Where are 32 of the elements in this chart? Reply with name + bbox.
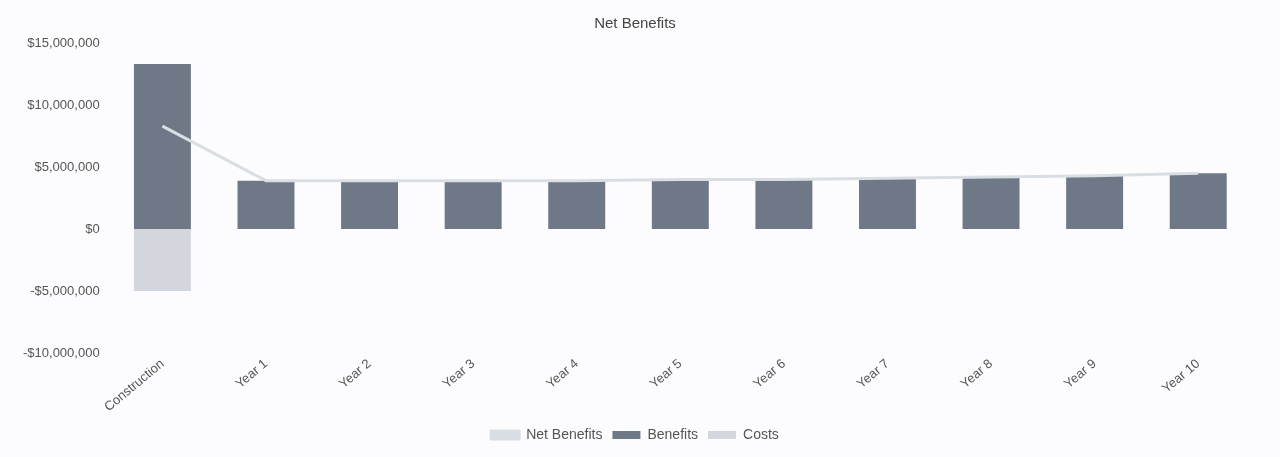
y-tick-label: $0 bbox=[85, 220, 100, 236]
x-tick-label: Year 7 bbox=[853, 355, 892, 391]
y-tick-label: $5,000,000 bbox=[34, 158, 100, 174]
x-tick-label: Year 5 bbox=[646, 355, 685, 391]
bar bbox=[1066, 175, 1124, 230]
x-tick-label: Year 8 bbox=[957, 355, 996, 391]
bar bbox=[133, 64, 191, 230]
y-tick-label: $10,000,000 bbox=[27, 96, 100, 112]
chart-title: Net Benefits bbox=[594, 14, 676, 32]
x-tick-label: Year 4 bbox=[542, 355, 581, 391]
bar bbox=[755, 179, 813, 230]
legend-label: Net Benefits bbox=[526, 425, 603, 442]
bar bbox=[1169, 173, 1227, 230]
bar bbox=[858, 178, 916, 230]
y-tick-label: -$5,000,000 bbox=[30, 282, 100, 298]
bar bbox=[548, 180, 606, 230]
y-tick-label: -$10,000,000 bbox=[23, 344, 100, 360]
bar bbox=[341, 180, 399, 230]
bar bbox=[444, 180, 502, 230]
x-tick-label: Year 10 bbox=[1158, 355, 1203, 396]
x-tick-label: Year 6 bbox=[750, 355, 789, 391]
legend-label: Benefits bbox=[647, 425, 699, 442]
legend-label: Costs bbox=[743, 425, 779, 442]
x-tick-label: Year 3 bbox=[439, 355, 478, 391]
x-tick-label: Year 1 bbox=[232, 355, 271, 391]
bar bbox=[962, 176, 1020, 230]
bar bbox=[133, 229, 191, 292]
bar bbox=[651, 179, 709, 230]
bar bbox=[237, 180, 295, 230]
y-tick-label: $15,000,000 bbox=[27, 34, 100, 50]
x-tick-label: Year 9 bbox=[1060, 355, 1099, 391]
x-tick-label: Year 2 bbox=[335, 355, 374, 391]
